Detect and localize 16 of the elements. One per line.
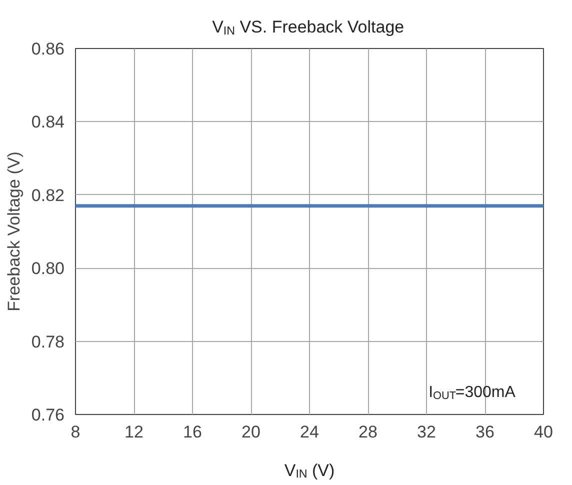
x-tick-label: 12: [124, 422, 144, 442]
x-tick-label: 20: [242, 422, 260, 442]
y-tick-label: 0.76: [31, 406, 65, 424]
y-tick-label: 0.86: [31, 40, 65, 58]
x-tick-label: 24: [300, 422, 319, 442]
y-tick-label: 0.78: [31, 332, 65, 352]
y-tick-label: 0.82: [31, 186, 65, 205]
x-tick-label: 8: [70, 422, 80, 442]
y-axis-title: Freeback Voltage (V): [4, 152, 24, 312]
x-tick-label: 36: [476, 422, 494, 442]
y-tick-label: 0.84: [31, 112, 65, 132]
x-tick-label: 16: [183, 422, 202, 442]
x-tick-label: 40: [534, 422, 553, 442]
x-tick-label: 28: [358, 422, 378, 442]
y-tick-label: 0.80: [31, 259, 65, 278]
x-tick-label: 32: [417, 422, 436, 442]
